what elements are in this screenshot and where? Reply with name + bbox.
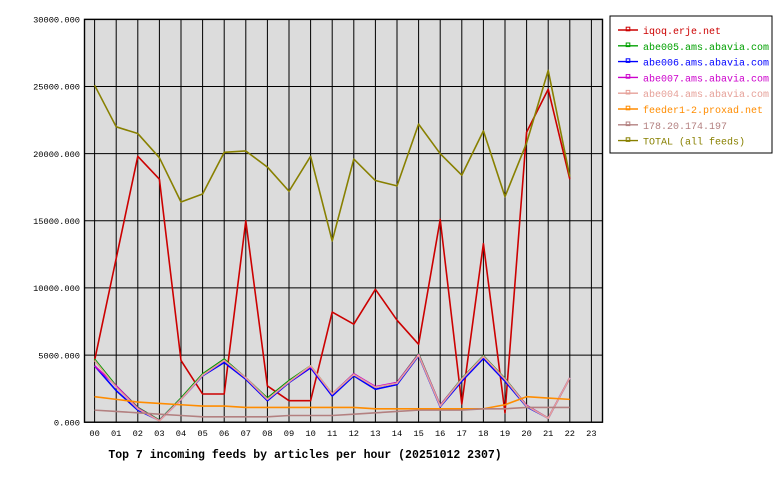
svg-text:06: 06 [219, 429, 229, 439]
svg-text:09: 09 [284, 429, 294, 439]
svg-text:17: 17 [457, 429, 467, 439]
svg-text:10000.000: 10000.000 [33, 284, 80, 294]
svg-text:abe005.ams.abavia.com: abe005.ams.abavia.com [643, 42, 769, 54]
svg-text:03: 03 [154, 429, 164, 439]
svg-text:15: 15 [413, 429, 423, 439]
svg-text:abe006.ams.abavia.com: abe006.ams.abavia.com [643, 58, 769, 70]
svg-text:Top 7 incoming feeds by articl: Top 7 incoming feeds by articles per hou… [108, 449, 501, 462]
svg-text:10: 10 [305, 429, 315, 439]
svg-text:abe007.ams.abavia.com: abe007.ams.abavia.com [643, 73, 769, 85]
svg-text:15000.000: 15000.000 [33, 217, 80, 227]
svg-text:04: 04 [176, 429, 186, 439]
svg-text:13: 13 [370, 429, 380, 439]
svg-text:5000.000: 5000.000 [38, 351, 80, 361]
svg-text:feeder1-2.proxad.net: feeder1-2.proxad.net [643, 105, 763, 117]
svg-text:178.20.174.197: 178.20.174.197 [643, 122, 727, 133]
svg-text:0.000: 0.000 [54, 418, 80, 428]
svg-text:TOTAL (all feeds): TOTAL (all feeds) [643, 137, 745, 149]
svg-text:18: 18 [478, 429, 488, 439]
svg-text:20: 20 [521, 429, 531, 439]
svg-text:19: 19 [500, 429, 510, 439]
svg-text:iqoq.erje.net: iqoq.erje.net [643, 26, 721, 38]
svg-text:23: 23 [586, 429, 596, 439]
svg-text:12: 12 [349, 429, 359, 439]
svg-text:11: 11 [327, 429, 337, 439]
svg-text:00: 00 [89, 429, 99, 439]
svg-text:16: 16 [435, 429, 445, 439]
svg-text:21: 21 [543, 429, 553, 439]
svg-text:25000.000: 25000.000 [33, 83, 80, 93]
svg-text:14: 14 [392, 429, 402, 439]
svg-text:22: 22 [565, 429, 575, 439]
svg-text:20000.000: 20000.000 [33, 150, 80, 160]
svg-text:08: 08 [262, 429, 272, 439]
svg-text:01: 01 [111, 429, 121, 439]
svg-text:07: 07 [241, 429, 251, 439]
svg-text:05: 05 [197, 429, 207, 439]
svg-text:02: 02 [133, 429, 143, 439]
svg-text:abe004.ams.abavia.com: abe004.ams.abavia.com [643, 89, 769, 101]
svg-text:30000.000: 30000.000 [33, 16, 80, 26]
